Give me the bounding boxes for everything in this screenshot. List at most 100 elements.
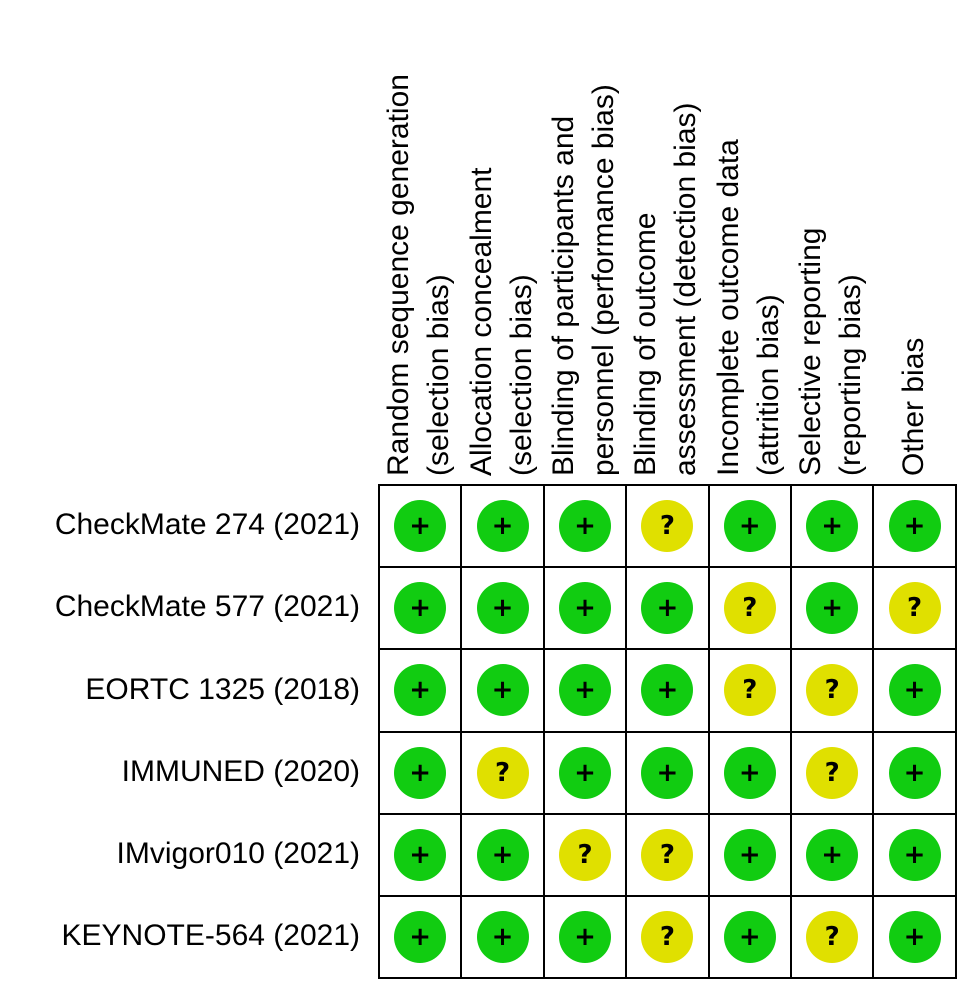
low-risk-icon: + xyxy=(558,911,611,964)
low-risk-icon: + xyxy=(641,664,694,717)
judgement-cell: + xyxy=(872,484,957,569)
low-risk-icon: + xyxy=(394,500,447,553)
judgement-cell: ? xyxy=(625,484,710,569)
judgement-cell: + xyxy=(625,730,710,815)
judgement-cell: + xyxy=(378,484,463,569)
low-risk-icon: + xyxy=(806,828,859,881)
low-risk-icon: + xyxy=(723,911,776,964)
low-risk-icon: + xyxy=(806,582,859,635)
low-risk-icon: + xyxy=(394,664,447,717)
judgement-cell: + xyxy=(378,730,463,815)
judgement-cell: ? xyxy=(542,812,628,897)
column-header-line: Other bias xyxy=(896,337,930,476)
judgement-cell: + xyxy=(707,484,792,569)
judgement-cell: + xyxy=(790,484,875,569)
judgement-cell: ? xyxy=(790,730,875,815)
judgement-cell: ? xyxy=(790,895,875,980)
low-risk-icon: + xyxy=(476,582,529,635)
column-header-line: Allocation concealment xyxy=(464,167,498,476)
judgement-cell: + xyxy=(542,730,628,815)
unclear-risk-icon: ? xyxy=(476,746,529,799)
judgement-cell: ? xyxy=(625,812,710,897)
judgement-cell: + xyxy=(378,648,463,733)
low-risk-icon: + xyxy=(558,500,611,553)
column-header-line: Blinding of outcome xyxy=(629,212,663,477)
judgement-cell: + xyxy=(542,484,628,569)
judgement-cell: ? xyxy=(460,730,545,815)
unclear-risk-icon: ? xyxy=(806,911,859,964)
judgement-cell: + xyxy=(625,566,710,651)
column-header-line: personnel (performance bias) xyxy=(587,84,620,476)
low-risk-icon: + xyxy=(476,911,529,964)
judgement-cell: + xyxy=(542,648,628,733)
judgement-cell: + xyxy=(872,812,957,897)
column-header-line: (selection bias) xyxy=(504,274,538,476)
unclear-risk-icon: ? xyxy=(806,664,859,717)
judgement-cell: + xyxy=(872,895,957,980)
study-label: IMvigor010 (2021) xyxy=(116,836,360,870)
judgement-cell: + xyxy=(790,812,875,897)
study-label: IMMUNED (2020) xyxy=(121,754,360,788)
study-label: CheckMate 577 (2021) xyxy=(54,590,360,624)
judgement-cell: + xyxy=(707,895,792,980)
judgement-cell: ? xyxy=(625,895,710,980)
judgement-cell: + xyxy=(378,812,463,897)
unclear-risk-icon: ? xyxy=(641,911,694,964)
low-risk-icon: + xyxy=(394,911,447,964)
judgement-cell: + xyxy=(707,812,792,897)
low-risk-icon: + xyxy=(888,500,941,553)
judgement-cell: + xyxy=(625,648,710,733)
judgement-cell: ? xyxy=(790,648,875,733)
low-risk-icon: + xyxy=(476,664,529,717)
low-risk-icon: + xyxy=(888,911,941,964)
judgement-cell: + xyxy=(872,648,957,733)
column-header-line: Blinding of participants and xyxy=(547,115,580,476)
study-label: KEYNOTE-564 (2021) xyxy=(61,919,360,953)
low-risk-icon: + xyxy=(888,746,941,799)
low-risk-icon: + xyxy=(394,746,447,799)
low-risk-icon: + xyxy=(723,500,776,553)
judgement-cell: + xyxy=(542,895,628,980)
study-label: CheckMate 274 (2021) xyxy=(54,508,360,542)
low-risk-icon: + xyxy=(476,828,529,881)
column-header-line: (selection bias) xyxy=(422,274,456,476)
judgement-cell: + xyxy=(378,566,463,651)
judgement-cell: ? xyxy=(707,648,792,733)
judgement-cell: + xyxy=(460,566,545,651)
low-risk-icon: + xyxy=(641,582,694,635)
low-risk-icon: + xyxy=(806,500,859,553)
judgement-cell: ? xyxy=(707,566,792,651)
low-risk-icon: + xyxy=(888,664,941,717)
judgement-cell: + xyxy=(460,895,545,980)
judgement-cell: + xyxy=(707,730,792,815)
low-risk-icon: + xyxy=(888,828,941,881)
low-risk-icon: + xyxy=(394,582,447,635)
judgement-cell: + xyxy=(460,648,545,733)
low-risk-icon: + xyxy=(723,746,776,799)
column-header-line: assessment (detection bias) xyxy=(669,102,703,476)
unclear-risk-icon: ? xyxy=(888,582,941,635)
judgement-cell: + xyxy=(460,812,545,897)
judgement-cell: + xyxy=(542,566,628,651)
unclear-risk-icon: ? xyxy=(723,582,776,635)
judgement-cell: + xyxy=(378,895,463,980)
unclear-risk-icon: ? xyxy=(723,664,776,717)
low-risk-icon: + xyxy=(723,828,776,881)
column-header-line: Selective reporting xyxy=(794,227,828,476)
judgement-cell: + xyxy=(872,730,957,815)
low-risk-icon: + xyxy=(558,582,611,635)
unclear-risk-icon: ? xyxy=(806,746,859,799)
column-header-line: Random sequence generation xyxy=(382,74,416,476)
study-label: EORTC 1325 (2018) xyxy=(85,672,360,706)
low-risk-icon: + xyxy=(558,664,611,717)
unclear-risk-icon: ? xyxy=(558,828,611,881)
low-risk-icon: + xyxy=(476,500,529,553)
low-risk-icon: + xyxy=(558,746,611,799)
unclear-risk-icon: ? xyxy=(641,828,694,881)
unclear-risk-icon: ? xyxy=(641,500,694,553)
judgement-cell: ? xyxy=(872,566,957,651)
judgement-cell: + xyxy=(790,566,875,651)
column-header-line: (reporting bias) xyxy=(834,274,868,476)
low-risk-icon: + xyxy=(394,828,447,881)
